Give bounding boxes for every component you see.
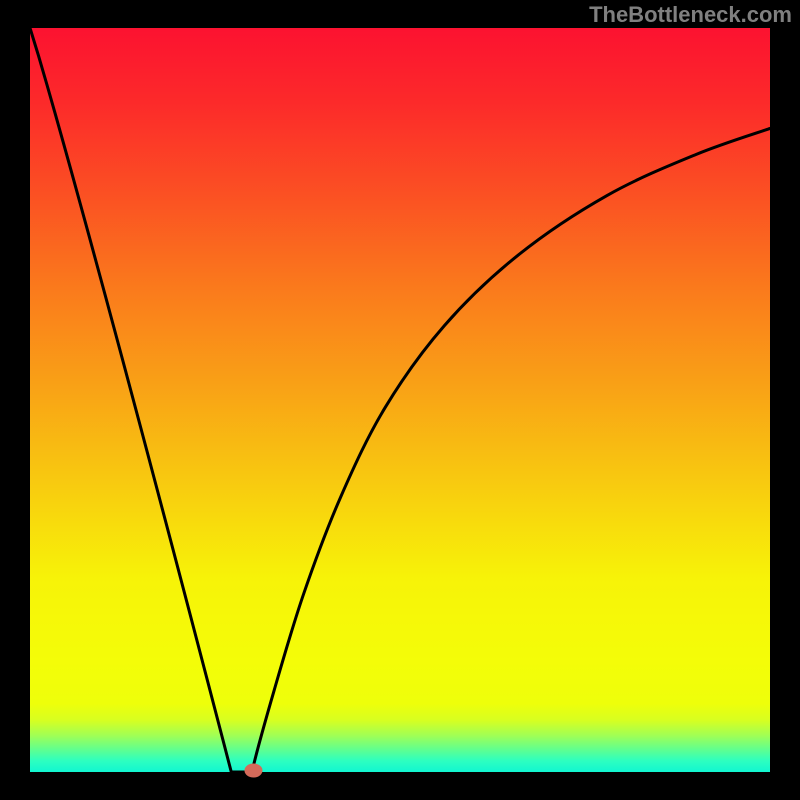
chart-container: TheBottleneck.com bbox=[0, 0, 800, 800]
attribution-watermark: TheBottleneck.com bbox=[589, 2, 792, 28]
minimum-marker bbox=[244, 764, 262, 778]
bottleneck-chart bbox=[0, 0, 800, 800]
plot-background-gradient bbox=[30, 28, 770, 772]
